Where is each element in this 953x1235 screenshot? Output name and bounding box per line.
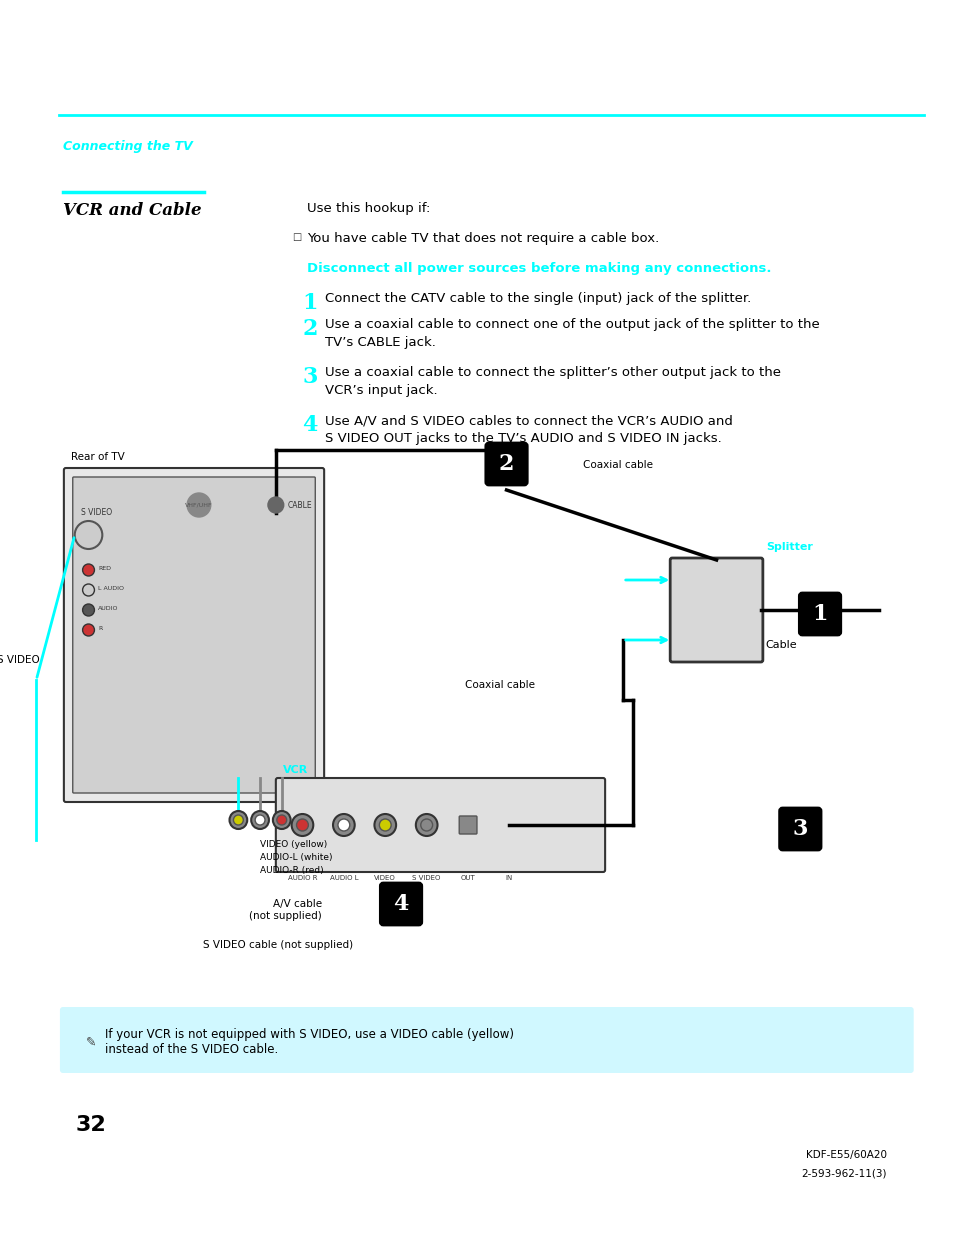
Text: 1: 1 bbox=[811, 603, 827, 625]
Text: 2-593-962-11(3): 2-593-962-11(3) bbox=[801, 1168, 886, 1178]
Circle shape bbox=[292, 814, 313, 836]
Circle shape bbox=[276, 815, 287, 825]
Text: VIDEO: VIDEO bbox=[374, 876, 395, 881]
Text: You have cable TV that does not require a cable box.: You have cable TV that does not require … bbox=[307, 232, 659, 245]
Text: VIDEO (yellow): VIDEO (yellow) bbox=[260, 840, 327, 848]
Text: Use a coaxial cable to connect the splitter’s other output jack to the: Use a coaxial cable to connect the split… bbox=[325, 366, 781, 379]
Text: L AUDIO: L AUDIO bbox=[98, 587, 124, 592]
Text: □: □ bbox=[293, 232, 301, 242]
Text: AUDIO-R (red): AUDIO-R (red) bbox=[260, 866, 323, 876]
Text: 4: 4 bbox=[302, 414, 317, 436]
Text: Coaxial cable: Coaxial cable bbox=[465, 680, 535, 690]
Text: CABLE: CABLE bbox=[288, 501, 312, 510]
Text: Cable: Cable bbox=[765, 640, 797, 650]
Circle shape bbox=[416, 814, 437, 836]
Text: Splitter: Splitter bbox=[765, 542, 812, 552]
Text: RED: RED bbox=[98, 567, 112, 572]
Circle shape bbox=[379, 819, 391, 831]
Text: A/V cable
(not supplied): A/V cable (not supplied) bbox=[249, 899, 322, 921]
Text: KDF-E55/60A20: KDF-E55/60A20 bbox=[805, 1150, 886, 1160]
Text: S VIDEO cable (not supplied): S VIDEO cable (not supplied) bbox=[203, 940, 353, 950]
Text: S VIDEO: S VIDEO bbox=[412, 876, 440, 881]
Text: 4: 4 bbox=[393, 893, 408, 915]
Text: AUDIO-L (white): AUDIO-L (white) bbox=[260, 853, 333, 862]
Text: 3: 3 bbox=[302, 366, 317, 388]
FancyBboxPatch shape bbox=[485, 443, 527, 485]
Text: Use A/V and S VIDEO cables to connect the VCR’s AUDIO and: Use A/V and S VIDEO cables to connect th… bbox=[325, 414, 732, 427]
Text: Use a coaxial cable to connect one of the output jack of the splitter to the: Use a coaxial cable to connect one of th… bbox=[325, 317, 819, 331]
Circle shape bbox=[74, 521, 102, 550]
Text: IN: IN bbox=[505, 876, 513, 881]
Circle shape bbox=[251, 811, 269, 829]
FancyBboxPatch shape bbox=[799, 593, 840, 635]
Text: Coaxial cable: Coaxial cable bbox=[583, 459, 653, 471]
Text: 3: 3 bbox=[792, 818, 807, 840]
Text: TV’s CABLE jack.: TV’s CABLE jack. bbox=[325, 336, 436, 350]
Circle shape bbox=[83, 624, 94, 636]
Text: S VIDEO: S VIDEO bbox=[81, 508, 112, 517]
Circle shape bbox=[230, 811, 247, 829]
Text: OUT: OUT bbox=[460, 876, 475, 881]
Text: Use this hookup if:: Use this hookup if: bbox=[307, 203, 431, 215]
FancyBboxPatch shape bbox=[72, 477, 314, 793]
Circle shape bbox=[187, 493, 211, 517]
Text: AUDIO L: AUDIO L bbox=[329, 876, 357, 881]
Circle shape bbox=[83, 584, 94, 597]
Circle shape bbox=[268, 496, 283, 513]
FancyBboxPatch shape bbox=[670, 558, 762, 662]
FancyBboxPatch shape bbox=[275, 778, 604, 872]
Text: R: R bbox=[98, 626, 103, 631]
Circle shape bbox=[83, 564, 94, 576]
Circle shape bbox=[254, 815, 265, 825]
Circle shape bbox=[233, 815, 243, 825]
Circle shape bbox=[273, 811, 291, 829]
Text: Disconnect all power sources before making any connections.: Disconnect all power sources before maki… bbox=[307, 262, 771, 275]
Circle shape bbox=[333, 814, 355, 836]
Circle shape bbox=[374, 814, 395, 836]
Text: VCR’s input jack.: VCR’s input jack. bbox=[325, 384, 437, 396]
Text: VCR: VCR bbox=[282, 764, 308, 776]
Text: S VIDEO: S VIDEO bbox=[0, 655, 39, 664]
Text: 1: 1 bbox=[302, 291, 317, 314]
FancyBboxPatch shape bbox=[779, 808, 821, 850]
Circle shape bbox=[420, 819, 432, 831]
Text: 2: 2 bbox=[498, 453, 514, 475]
Text: VCR and Cable: VCR and Cable bbox=[63, 203, 201, 219]
FancyBboxPatch shape bbox=[64, 468, 324, 802]
Text: If your VCR is not equipped with S VIDEO, use a VIDEO cable (yellow)
instead of : If your VCR is not equipped with S VIDEO… bbox=[105, 1028, 514, 1056]
Text: Connecting the TV: Connecting the TV bbox=[63, 140, 193, 153]
FancyBboxPatch shape bbox=[60, 1007, 913, 1073]
Text: 2: 2 bbox=[302, 317, 317, 340]
Text: Rear of TV: Rear of TV bbox=[71, 452, 125, 462]
Text: ✎: ✎ bbox=[86, 1035, 96, 1049]
Text: S VIDEO OUT jacks to the TV’s AUDIO and S VIDEO IN jacks.: S VIDEO OUT jacks to the TV’s AUDIO and … bbox=[325, 432, 721, 445]
Text: AUDIO R: AUDIO R bbox=[288, 876, 317, 881]
Circle shape bbox=[296, 819, 308, 831]
Text: AUDIO: AUDIO bbox=[98, 606, 119, 611]
FancyBboxPatch shape bbox=[380, 883, 421, 925]
Circle shape bbox=[83, 604, 94, 616]
Circle shape bbox=[337, 819, 350, 831]
Text: VHF/UHF: VHF/UHF bbox=[185, 503, 213, 508]
Text: 32: 32 bbox=[75, 1115, 107, 1135]
FancyBboxPatch shape bbox=[458, 816, 476, 834]
Text: Connect the CATV cable to the single (input) jack of the splitter.: Connect the CATV cable to the single (in… bbox=[325, 291, 751, 305]
